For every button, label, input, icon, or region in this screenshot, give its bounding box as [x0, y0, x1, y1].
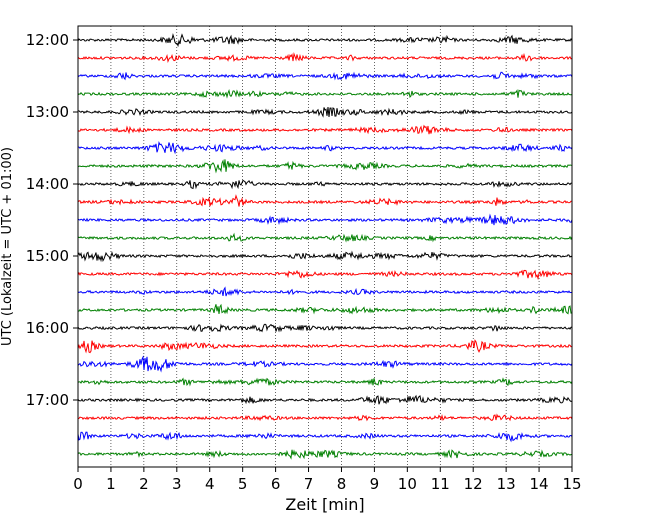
y-tick-label: 17:00	[26, 391, 69, 409]
y-tick-label: 15:00	[26, 247, 69, 265]
x-tick-label: 12	[464, 475, 483, 493]
seismic-trace	[77, 431, 573, 443]
y-tick-label: 13:00	[26, 103, 69, 121]
y-tick-label: 16:00	[26, 319, 69, 337]
x-tick-label: 11	[431, 475, 450, 493]
x-tick-label: 9	[370, 475, 380, 493]
y-tick-label: 14:00	[26, 175, 69, 193]
x-tick-label: 1	[106, 475, 116, 493]
x-axis-ticks: 0 1 2 3 4 5 6 7 8 9 10 11 12 13 14 15	[73, 467, 582, 493]
y-tick-label: 12:00	[26, 31, 69, 49]
seismic-trace	[77, 413, 573, 422]
seismic-trace	[77, 159, 573, 174]
x-tick-label: 13	[497, 475, 516, 493]
seismic-trace	[77, 71, 573, 81]
x-tick-label: 15	[562, 475, 581, 493]
seismic-trace	[77, 88, 573, 99]
x-tick-label: 0	[73, 475, 83, 493]
seismic-trace	[77, 250, 573, 263]
x-tick-label: 7	[304, 475, 314, 493]
y-axis-title: UTC (Lokalzeit = UTC + 01:00)	[0, 147, 15, 346]
seismic-trace	[77, 394, 573, 405]
seismic-trace	[77, 286, 573, 297]
x-tick-label: 5	[238, 475, 248, 493]
x-tick-label: 3	[172, 475, 182, 493]
seismic-trace	[77, 269, 573, 281]
x-tick-label: 6	[271, 475, 281, 493]
x-tick-label: 8	[337, 475, 347, 493]
x-axis-title: Zeit [min]	[285, 495, 364, 514]
x-tick-label: 10	[398, 475, 417, 493]
x-tick-label: 14	[530, 475, 549, 493]
seismic-trace	[77, 213, 573, 226]
seismic-trace	[77, 323, 573, 333]
x-tick-label: 4	[205, 475, 215, 493]
seismic-traces	[77, 33, 573, 460]
seismic-trace	[77, 107, 573, 118]
seismic-trace	[77, 140, 573, 155]
seismic-trace	[77, 377, 573, 387]
seismic-trace	[77, 179, 573, 190]
seismic-trace	[77, 33, 573, 48]
x-tick-label: 2	[139, 475, 149, 493]
seismic-trace	[77, 124, 573, 135]
seismic-trace	[77, 339, 573, 354]
y-axis-ticks: 12:00 13:00 14:00 15:00 16:00 17:00	[26, 31, 78, 409]
seismic-trace	[77, 449, 573, 460]
plot-frame	[77, 25, 573, 468]
seismic-trace	[77, 52, 573, 63]
seismic-trace	[77, 232, 573, 243]
seismic-trace	[77, 303, 573, 315]
seismic-trace	[77, 355, 573, 373]
seismic-trace	[77, 194, 573, 207]
